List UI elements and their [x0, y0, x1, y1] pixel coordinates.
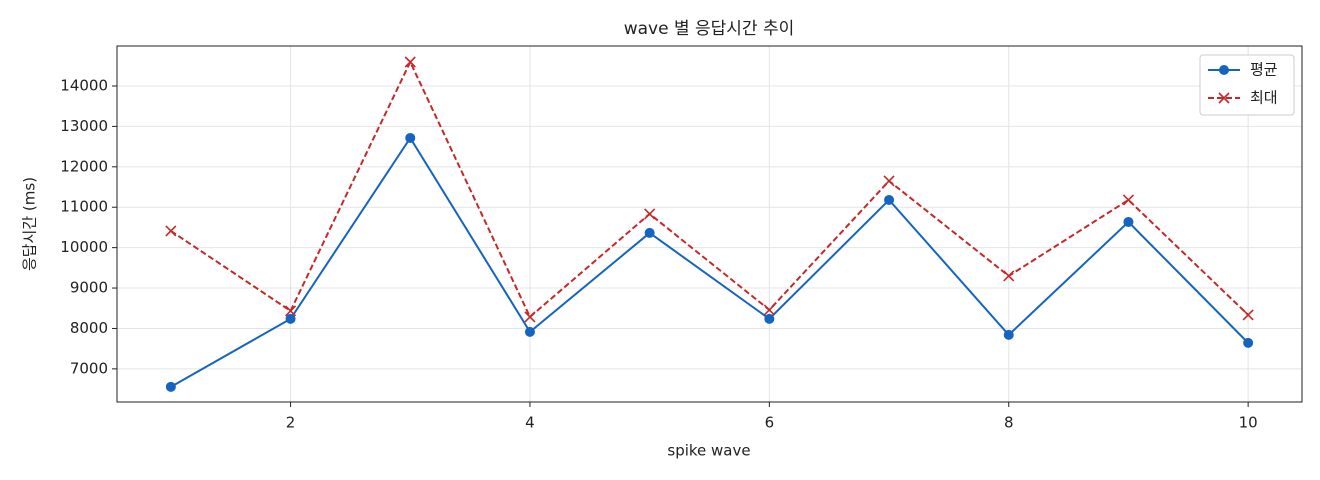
legend-marker: [1219, 65, 1229, 75]
y-axis-label: 응답시간 (ms): [21, 177, 39, 271]
chart-title: wave 별 응답시간 추이: [624, 19, 795, 39]
x-tick-label: 8: [1004, 414, 1014, 432]
data-point: [524, 311, 536, 323]
data-point: [763, 304, 775, 316]
data-point: [883, 175, 895, 187]
x-tick-label: 4: [525, 414, 535, 432]
data-point: [644, 208, 656, 220]
data-point: [524, 326, 535, 337]
data-point: [884, 194, 895, 205]
legend-marker: [1218, 92, 1230, 104]
data-point: [644, 227, 655, 238]
series-line: [170, 136, 1249, 388]
y-tick-label: 11000: [60, 198, 108, 216]
data-point: [1242, 309, 1254, 321]
y-tick-label: 9000: [70, 279, 108, 297]
x-axis-label: spike wave: [667, 442, 750, 460]
data-point: [284, 305, 297, 317]
data-point: [764, 313, 775, 324]
data-point: [1123, 216, 1134, 227]
data-point: [405, 132, 416, 143]
legend-label: 평균: [1250, 61, 1278, 79]
legend-box: [1199, 54, 1295, 116]
legend-label: 최대: [1250, 89, 1278, 107]
y-tick-label: 8000: [70, 319, 108, 337]
data-point: [1122, 194, 1135, 206]
x-tick-label: 2: [286, 414, 296, 432]
y-tick-label: 12000: [60, 157, 108, 175]
data-point: [1003, 329, 1014, 340]
data-point: [1243, 337, 1254, 348]
y-tick-label: 14000: [60, 77, 108, 95]
data-point: [165, 381, 176, 392]
data-point: [1003, 270, 1015, 282]
data-point: [404, 56, 416, 68]
y-tick-label: 10000: [60, 238, 108, 256]
data-point: [165, 225, 177, 237]
y-tick-label: 13000: [60, 117, 108, 135]
data-point: [285, 313, 296, 324]
y-tick-label: 7000: [70, 359, 108, 377]
plot-frame: [116, 45, 1303, 403]
series-line: [170, 59, 1249, 319]
x-tick-label: 6: [765, 414, 775, 432]
x-tick-label: 10: [1239, 414, 1258, 432]
